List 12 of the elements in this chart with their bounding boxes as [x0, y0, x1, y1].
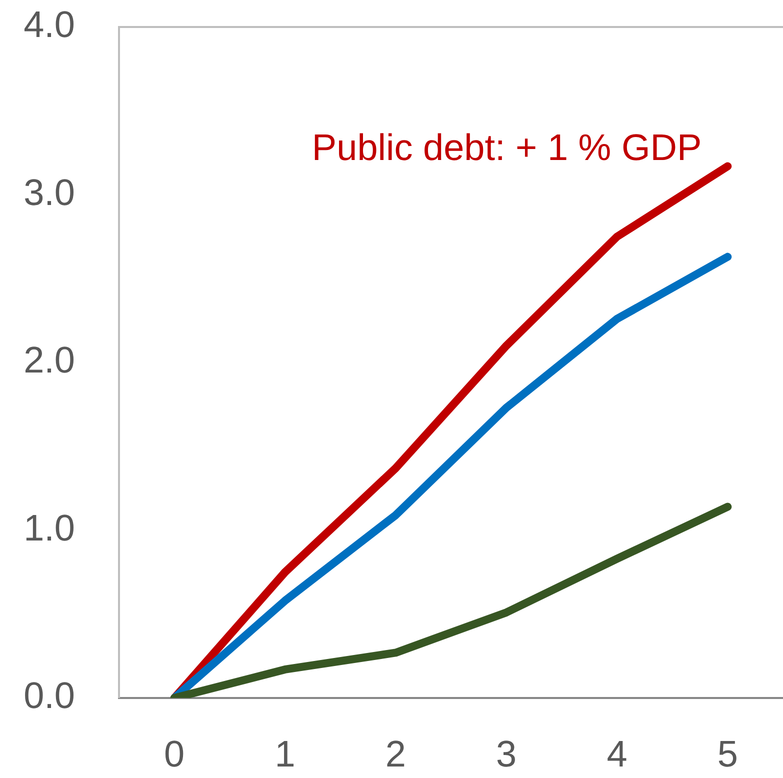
x-tick-label: 1 — [274, 733, 296, 774]
y-tick-label: 1.0 — [24, 507, 75, 548]
x-tick-label: 4 — [606, 733, 628, 774]
x-tick-label: 2 — [385, 733, 406, 774]
x-tick-label: 5 — [717, 733, 738, 774]
y-tick-label: 3.0 — [24, 172, 75, 213]
series-label: Public debt: + 1 % GDP — [312, 127, 702, 168]
x-tick-label: 3 — [496, 733, 517, 774]
y-tick-label: 4.0 — [24, 4, 75, 46]
y-tick-label: 0.0 — [24, 675, 75, 716]
x-tick-label: 0 — [164, 733, 185, 774]
y-tick-label: 2.0 — [24, 340, 75, 381]
